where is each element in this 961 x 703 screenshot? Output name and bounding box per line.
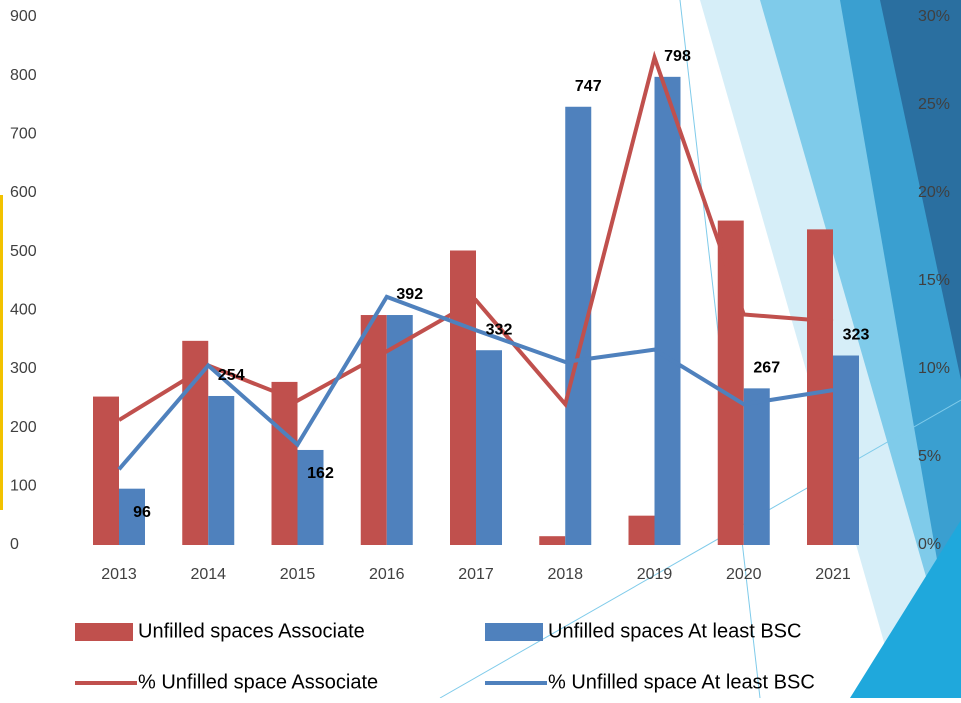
y2-tick-label: 5% <box>918 448 941 465</box>
data-label: 96 <box>133 504 151 521</box>
chart: 0 100 200 300 400 500 600 700 800 900 0% 5% 10% 15% 20… <box>0 0 961 698</box>
x-tick-label: 2019 <box>637 566 673 583</box>
bar <box>450 250 476 545</box>
x-tick-label: 2021 <box>815 566 851 583</box>
bar <box>629 516 655 545</box>
y2-tick-label: 25% <box>918 96 950 113</box>
data-label: 392 <box>396 286 423 303</box>
y2-tick-label: 20% <box>918 184 950 201</box>
y-tick-label: 800 <box>10 67 37 84</box>
legend-swatch <box>75 623 133 641</box>
x-tick-label: 2013 <box>101 566 137 583</box>
legend-label: % Unfilled space At least BSC <box>548 671 815 693</box>
x-tick-label: 2020 <box>726 566 762 583</box>
x-tick-label: 2016 <box>369 566 405 583</box>
data-label: 747 <box>575 78 602 95</box>
x-tick-label: 2018 <box>547 566 583 583</box>
bar <box>476 350 502 545</box>
data-label: 798 <box>664 48 691 65</box>
y-tick-label: 500 <box>10 243 37 260</box>
bar <box>272 382 298 545</box>
bar <box>208 396 234 545</box>
y2-tick-label: 0% <box>918 536 941 553</box>
legend-label: Unfilled spaces Associate <box>138 620 365 642</box>
bar <box>539 536 565 545</box>
legend-label: % Unfilled space Associate <box>138 671 378 693</box>
bar <box>361 315 387 545</box>
data-label: 332 <box>486 321 513 338</box>
data-label: 323 <box>843 327 870 344</box>
y-tick-label: 900 <box>10 8 37 25</box>
y-tick-label: 0 <box>10 536 19 553</box>
y2-tick-label: 10% <box>918 360 950 377</box>
data-label: 254 <box>218 367 245 384</box>
data-label: 162 <box>307 465 334 482</box>
y-tick-label: 600 <box>10 184 37 201</box>
y-tick-label: 200 <box>10 419 37 436</box>
y2-tick-label: 30% <box>918 8 950 25</box>
legend-swatch <box>485 623 543 641</box>
bar <box>655 77 681 545</box>
x-tick-label: 2014 <box>190 566 226 583</box>
y-tick-label: 700 <box>10 126 37 143</box>
bar <box>744 388 770 545</box>
x-tick-label: 2017 <box>458 566 494 583</box>
bar <box>807 229 833 545</box>
bar <box>718 221 744 545</box>
x-tick-label: 2015 <box>280 566 316 583</box>
legend-label: Unfilled spaces At least BSC <box>548 620 801 642</box>
y-tick-label: 400 <box>10 302 37 319</box>
data-label: 267 <box>753 360 780 377</box>
y2-tick-label: 15% <box>918 272 950 289</box>
bar <box>833 356 859 545</box>
y-tick-label: 300 <box>10 360 37 377</box>
bar <box>93 397 119 545</box>
y-tick-label: 100 <box>10 478 37 495</box>
